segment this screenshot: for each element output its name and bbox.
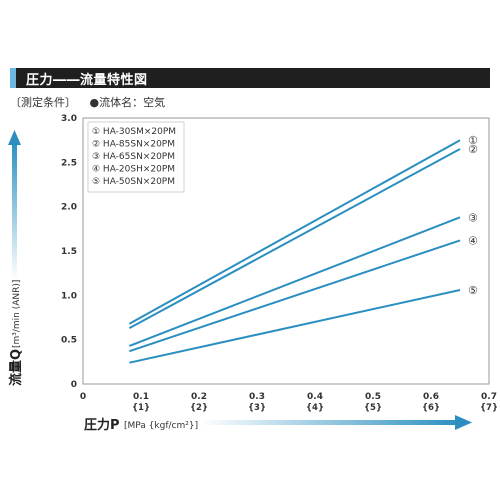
legend-entry: ④ HA-20SH×20PM [92,165,175,175]
x-tick-label: 0.3 [249,392,265,402]
plot-frame [82,117,490,385]
y-tick-label: 2.0 [61,203,77,213]
y-axis-title: 流量Q [8,349,24,386]
x-sub-tick-label: {5} [364,403,382,413]
x-tick-label: 0.6 [423,392,439,402]
y-axis-arrow-head [8,130,21,145]
series-end-label: ⑤ [468,284,478,297]
series-line [129,239,461,353]
legend: ① HA-30SM×20PM ② HA-85SN×20PM ③ HA-65SN×20… [92,127,176,187]
chart-header-bar: 圧力――流量特性図 [10,68,490,88]
series-end-label: ① [468,134,478,147]
x-sub-tick-label: {6} [422,403,440,413]
series-end-label: ② [468,143,478,156]
y-axis-arrow-shaft [12,140,17,280]
series-end-label: ③ [468,211,478,224]
conditions-label: 〔測定条件〕 [10,96,76,109]
x-tick-label: 0 [80,392,86,402]
y-axis-ticks: 0 0.5 1.0 1.5 2.0 2.5 3.0 [61,114,77,390]
series-end-label: ④ [468,234,478,247]
y-tick-label: 0.5 [61,336,77,346]
x-tick-label: 0.2 [191,392,207,402]
x-tick-label: 0.5 [365,392,381,402]
series-group: ①② ③ ④ ⑤ [128,134,478,364]
x-axis-arrow-shaft [200,420,460,425]
legend-entry: ⑤ HA-50SN×20PM [92,177,175,187]
fluid-name: ●流体名：空気 [89,96,166,109]
y-tick-label: 1.0 [61,291,77,301]
x-tick-label: 0.4 [307,392,323,402]
header-accent [10,68,16,88]
x-sub-tick-label: {2} [190,403,208,413]
y-tick-label: 3.0 [61,114,77,124]
x-sub-tick-label: {7} [480,403,498,413]
series-line [128,139,461,325]
legend-entry: ③ HA-65SN×20PM [92,152,175,162]
legend-box [87,121,185,193]
y-axis-unit: [m³/min (ANR)] [12,280,22,348]
y-tick-label: 1.5 [61,247,77,257]
series-line [129,289,461,364]
x-axis-unit: [MPa {kgf/cm²}] [124,421,198,431]
x-sub-tick-label: {1} [132,403,150,413]
x-tick-label: 0.1 [133,392,149,402]
x-axis-arrow-head [455,415,472,430]
y-tick-label: 2.5 [61,158,77,168]
x-tick-label: 0.7 [481,392,497,402]
x-sub-tick-label: {4} [306,403,324,413]
x-axis-ticks: 0 0.1 0.2 0.3 0.4 0.5 0.6 0.7 {1} {2} {3} {4} {5} {6}… [80,392,498,413]
chart-title: 圧力――流量特性図 [26,73,148,88]
legend-entry: ① HA-30SM×20PM [92,127,176,137]
legend-entry: ② HA-85SN×20PM [92,140,175,150]
series-line [129,216,461,347]
x-sub-tick-label: {3} [248,403,266,413]
y-tick-label: 0 [71,380,77,390]
x-axis-title: 圧力P [84,417,120,433]
series-line [128,148,461,329]
measurement-conditions: 〔測定条件〕 ●流体名：空気 [10,94,175,110]
